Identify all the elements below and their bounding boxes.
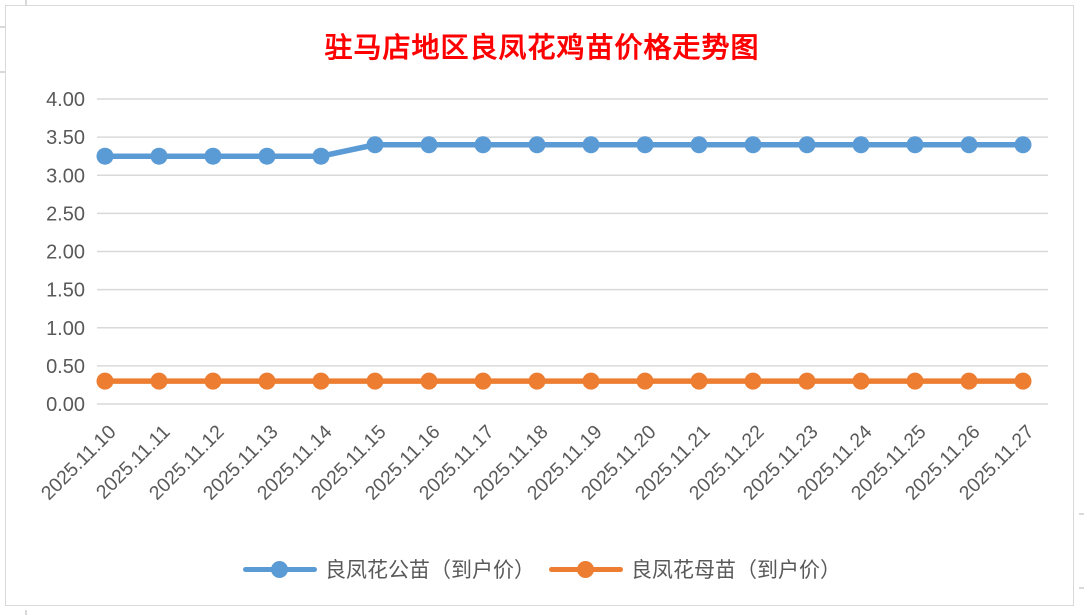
- y-tick-label: 0.00: [46, 394, 85, 416]
- data-point: [312, 147, 330, 165]
- series-female-chick: [96, 372, 1032, 390]
- y-tick-label: 2.50: [46, 203, 85, 225]
- data-point: [366, 136, 384, 154]
- legend-item-male-chick[interactable]: 良凤花公苗（到户价）: [243, 554, 535, 584]
- data-point: [852, 136, 870, 154]
- data-point: [852, 372, 870, 390]
- data-point: [582, 136, 600, 154]
- data-point: [960, 372, 978, 390]
- line-marker-icon: [243, 560, 317, 578]
- data-point: [528, 372, 546, 390]
- data-point: [906, 372, 924, 390]
- data-point: [1014, 372, 1032, 390]
- sheet-gridline-tick: [0, 26, 5, 28]
- data-point: [474, 136, 492, 154]
- legend-label: 良凤花公苗（到户价）: [325, 559, 535, 582]
- data-point: [420, 372, 438, 390]
- data-point: [636, 136, 654, 154]
- data-point: [636, 372, 654, 390]
- series-male-chick: [96, 136, 1032, 165]
- data-point: [960, 136, 978, 154]
- y-axis-labels: 0.00 0.50 1.00 1.50 2.00 2.50 3.00 3.50 4.00: [46, 89, 85, 416]
- data-point: [150, 147, 168, 165]
- y-tick-label: 4.00: [46, 89, 85, 111]
- data-point: [366, 372, 384, 390]
- data-point: [1014, 136, 1032, 154]
- data-point: [690, 136, 708, 154]
- data-point: [582, 372, 600, 390]
- sheet-gridline-tick: [25, 0, 27, 5]
- x-axis-labels: 2025.11.102025.11.112025.11.122025.11.13…: [37, 421, 1039, 505]
- y-tick-label: 2.00: [46, 242, 85, 264]
- data-point: [906, 136, 924, 154]
- legend-label: 良凤花母苗（到户价）: [631, 559, 841, 582]
- y-tick-label: 1.50: [46, 280, 85, 302]
- y-tick-label: 1.00: [46, 318, 85, 340]
- sheet-gridline-tick: [25, 610, 27, 615]
- data-point: [420, 136, 438, 154]
- data-point: [690, 372, 708, 390]
- sheet-gridline-tick: [1079, 513, 1084, 515]
- data-point: [258, 372, 276, 390]
- series-line: [105, 142, 1023, 159]
- gridlines: [97, 98, 1048, 405]
- data-point: [204, 147, 222, 165]
- legend-item-female-chick[interactable]: 良凤花母苗（到户价）: [549, 554, 841, 584]
- line-marker-icon: [549, 560, 623, 578]
- data-point: [798, 372, 816, 390]
- chart-title: 驻马店地区良凤花鸡苗价格走势图: [324, 33, 760, 64]
- data-point: [96, 372, 114, 390]
- data-point: [96, 147, 114, 165]
- sheet-gridline-tick: [0, 71, 5, 73]
- chart-frame[interactable]: [5, 5, 1074, 606]
- data-point: [744, 136, 762, 154]
- data-point: [744, 372, 762, 390]
- data-point: [474, 372, 492, 390]
- data-point: [258, 147, 276, 165]
- chart-legend: 良凤花公苗（到户价） 良凤花母苗（到户价）: [0, 551, 1084, 587]
- data-point: [312, 372, 330, 390]
- data-point: [204, 372, 222, 390]
- sheet-gridline-tick: [1079, 587, 1084, 589]
- y-tick-label: 3.00: [46, 165, 85, 187]
- y-tick-label: 3.50: [46, 127, 85, 149]
- y-tick-label: 0.50: [46, 356, 85, 378]
- data-point: [528, 136, 546, 154]
- data-point: [150, 372, 168, 390]
- data-point: [798, 136, 816, 154]
